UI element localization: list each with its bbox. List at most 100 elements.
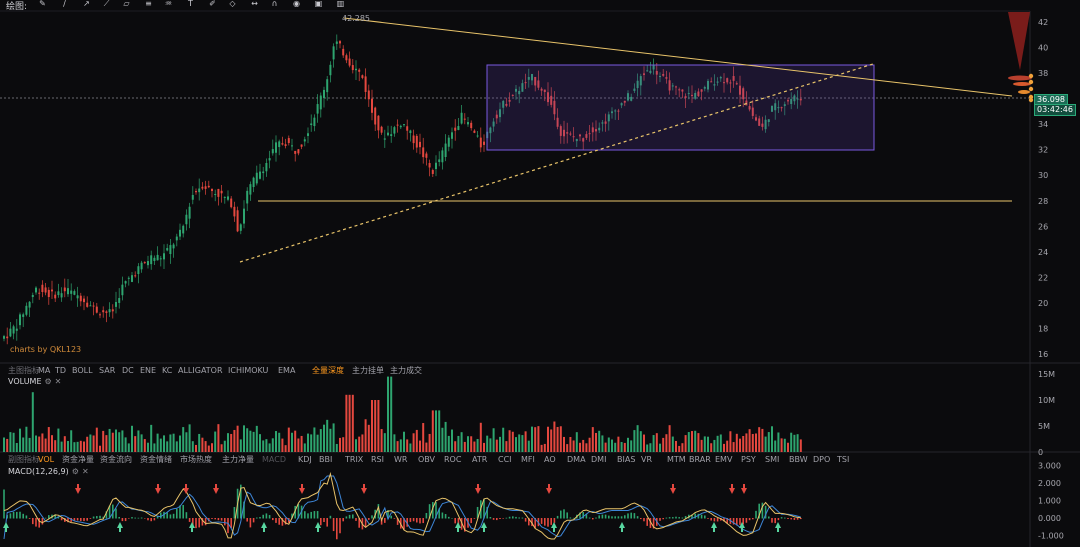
candle bbox=[76, 295, 79, 299]
text-icon[interactable]: T bbox=[188, 0, 193, 8]
sub-indicator-16[interactable]: CCI bbox=[498, 455, 512, 464]
macd-histogram-bar bbox=[6, 515, 8, 519]
sub-indicator-15[interactable]: ATR bbox=[472, 455, 488, 464]
main-indicator-3[interactable]: BOLL bbox=[72, 366, 93, 375]
sub-indicator-28[interactable]: BBW bbox=[789, 455, 808, 464]
volume-bar bbox=[787, 442, 789, 452]
brush-icon[interactable]: ✐ bbox=[209, 0, 216, 8]
pattern-icon[interactable]: ♒ bbox=[164, 0, 173, 8]
volume-bar bbox=[3, 437, 5, 452]
macd-histogram-bar bbox=[25, 515, 28, 519]
channel-icon[interactable]: ▱ bbox=[123, 0, 130, 8]
candle bbox=[643, 73, 645, 75]
sub-indicator-19[interactable]: DMA bbox=[567, 455, 586, 464]
candle bbox=[220, 190, 223, 194]
trash-icon[interactable]: ▥ bbox=[336, 0, 345, 8]
sub-indicator-7[interactable]: MACD bbox=[262, 455, 286, 464]
measure-icon[interactable]: ↔ bbox=[251, 0, 258, 8]
candle bbox=[329, 64, 332, 76]
sub-indicator-9[interactable]: BBI bbox=[319, 455, 333, 464]
macd-histogram-bar bbox=[134, 517, 136, 519]
sub-indicator-24[interactable]: BRAR bbox=[689, 455, 711, 464]
close-icon[interactable]: ✕ bbox=[81, 467, 89, 476]
sub-indicator-8[interactable]: KDJ bbox=[298, 455, 312, 464]
sub-indicator-3[interactable]: 资金流向 bbox=[100, 455, 132, 464]
gear-icon[interactable]: ⚙ bbox=[71, 467, 79, 476]
sub-indicator-11[interactable]: RSI bbox=[371, 455, 384, 464]
eye-icon[interactable]: ◉ bbox=[293, 0, 300, 8]
gear-icon[interactable]: ⚙ bbox=[44, 377, 52, 386]
volume-bar bbox=[153, 443, 156, 452]
candle bbox=[236, 210, 239, 232]
sub-indicator-14[interactable]: ROC bbox=[444, 455, 462, 464]
sub-indicator-20[interactable]: DMI bbox=[591, 455, 607, 464]
candle bbox=[95, 306, 98, 313]
volume-bar bbox=[521, 435, 524, 452]
sub-indicator-23[interactable]: MTM bbox=[667, 455, 686, 464]
sub-indicator-17[interactable]: MFI bbox=[521, 455, 535, 464]
macd-histogram-bar bbox=[700, 514, 703, 519]
arrow-icon[interactable]: ↗ bbox=[83, 0, 90, 8]
sub-indicator-26[interactable]: PSY bbox=[741, 455, 756, 464]
sub-indicator-30[interactable]: TSI bbox=[837, 455, 850, 464]
volume-bar bbox=[703, 436, 706, 452]
main-indicator-6[interactable]: ENE bbox=[140, 366, 157, 375]
sell-arrow bbox=[475, 488, 481, 494]
candle bbox=[67, 288, 69, 295]
sub-indicator-18[interactable]: AO bbox=[544, 455, 556, 464]
macd-tick-label: 3.000 bbox=[1038, 462, 1061, 471]
main-indicator-4[interactable]: SAR bbox=[99, 366, 116, 375]
close-icon[interactable]: ✕ bbox=[54, 377, 62, 386]
volume-bar bbox=[524, 431, 527, 452]
ray-icon[interactable]: ⟋ bbox=[103, 0, 110, 8]
shape-icon[interactable]: ◇ bbox=[229, 0, 236, 8]
volume-bar bbox=[623, 442, 626, 452]
candle bbox=[387, 132, 389, 136]
sub-indicator-5[interactable]: 市场热度 bbox=[180, 455, 212, 464]
main-indicator-9[interactable]: ICHIMOKU bbox=[228, 366, 269, 375]
main-indicator-12[interactable]: 主力挂单 bbox=[352, 366, 384, 375]
main-indicator-10[interactable]: EMA bbox=[278, 366, 296, 375]
macd-histogram-bar bbox=[99, 515, 101, 519]
pen-icon[interactable]: ✎ bbox=[39, 0, 46, 8]
sub-indicator-1[interactable]: VOL bbox=[38, 455, 55, 464]
sub-indicator-22[interactable]: VR bbox=[641, 455, 653, 464]
sub-indicator-13[interactable]: OBV bbox=[418, 455, 436, 464]
sub-indicator-4[interactable]: 资金情绪 bbox=[140, 455, 172, 464]
depth-marker bbox=[1028, 97, 1034, 103]
magnet-icon[interactable]: ∩ bbox=[271, 0, 278, 8]
sub-indicator-27[interactable]: SMI bbox=[765, 455, 780, 464]
candle bbox=[428, 163, 431, 168]
main-indicator-13[interactable]: 主力成交 bbox=[390, 366, 422, 375]
candle bbox=[598, 127, 601, 131]
candle bbox=[172, 244, 175, 249]
main-indicator-5[interactable]: DC bbox=[122, 366, 134, 375]
candle bbox=[393, 127, 396, 134]
volume-bar bbox=[735, 433, 738, 452]
macd-histogram-bar bbox=[352, 514, 354, 519]
sub-indicator-2[interactable]: 资金净量 bbox=[62, 455, 94, 464]
sub-indicator-29[interactable]: DPO bbox=[813, 455, 831, 464]
macd-histogram-bar bbox=[256, 517, 258, 519]
main-indicator-7[interactable]: KC bbox=[162, 366, 173, 375]
sub-indicator-12[interactable]: WR bbox=[394, 455, 408, 464]
candle bbox=[547, 92, 549, 103]
macd-histogram-bar bbox=[707, 518, 709, 519]
volume-bar bbox=[790, 432, 793, 452]
lock-icon[interactable]: ▣ bbox=[314, 0, 323, 8]
macd-histogram-bar bbox=[259, 517, 261, 519]
sub-indicator-6[interactable]: 主力净量 bbox=[222, 455, 254, 464]
volume-bar bbox=[323, 424, 325, 452]
candle bbox=[22, 314, 25, 317]
fib-icon[interactable]: ≡ bbox=[145, 0, 152, 8]
sub-indicator-21[interactable]: BIAS bbox=[617, 455, 636, 464]
main-indicator-2[interactable]: TD bbox=[55, 366, 67, 375]
main-indicator-8[interactable]: ALLIGATOR bbox=[178, 366, 223, 375]
main-indicator-1[interactable]: MA bbox=[38, 366, 51, 375]
candle bbox=[259, 171, 261, 179]
main-indicator-11[interactable]: 全量深度 bbox=[312, 366, 344, 375]
sub-indicator-10[interactable]: TRIX bbox=[345, 455, 364, 464]
line-icon[interactable]: ∕ bbox=[63, 0, 66, 8]
sub-indicator-25[interactable]: EMV bbox=[715, 455, 733, 464]
